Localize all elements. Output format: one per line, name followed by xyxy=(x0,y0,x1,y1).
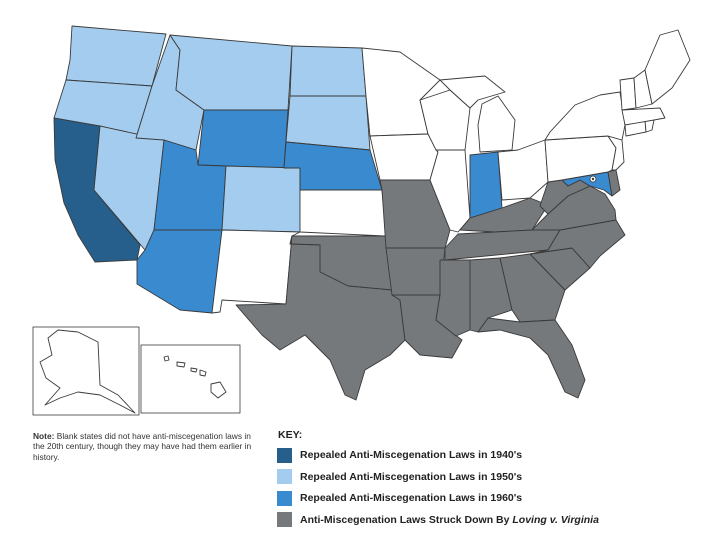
note-label: Note: xyxy=(33,431,55,441)
state-wa xyxy=(65,25,167,87)
legend-label-loving: Anti-Miscegenation Laws Struck Down By L… xyxy=(300,514,599,526)
state-ms xyxy=(435,259,471,337)
note-body: Blank states did not have anti-miscegena… xyxy=(33,431,252,462)
state-ia xyxy=(369,133,439,181)
state-tx xyxy=(235,235,406,401)
legend-item-1940s: Repealed Anti-Miscegenation Laws in 1940… xyxy=(277,447,599,463)
state-sd xyxy=(285,95,371,151)
state-vt xyxy=(619,77,637,111)
state-nm xyxy=(211,229,301,314)
legend-item-loving: Anti-Miscegenation Laws Struck Down By L… xyxy=(277,512,599,528)
legend-label-loving-text: Anti-Miscegenation Laws Struck Down By xyxy=(300,513,510,526)
state-ar xyxy=(385,247,446,296)
state-nd xyxy=(289,45,367,97)
state-mt xyxy=(169,34,293,111)
state-ak xyxy=(39,329,136,414)
state-ri xyxy=(644,119,655,133)
state-me xyxy=(644,29,691,105)
state-az xyxy=(136,229,223,314)
legend-swatch-1940s xyxy=(277,447,292,463)
state-il xyxy=(429,149,471,233)
state-wy xyxy=(197,109,289,169)
legend-swatch-loving xyxy=(277,512,292,528)
state-fl xyxy=(477,317,586,399)
state-de xyxy=(607,169,621,197)
legend-label-1950s: Repealed Anti-Miscegenation Laws in 1950… xyxy=(300,470,523,483)
legend-item-1960s: Repealed Anti-Miscegenation Laws in 1960… xyxy=(277,490,599,506)
state-ma xyxy=(621,107,666,126)
state-mi xyxy=(439,75,516,153)
dc-marker xyxy=(589,175,597,183)
state-ny xyxy=(544,91,626,141)
legend-title: KEY: xyxy=(278,429,303,441)
state-ks xyxy=(299,189,387,237)
map-legend: KEY: Repealed Anti-Miscegenation Laws in… xyxy=(277,429,599,533)
note-text: Note: Blank states did not have anti-mis… xyxy=(33,431,255,462)
legend-label-1940s: Repealed Anti-Miscegenation Laws in 1940… xyxy=(300,449,523,461)
legend-swatch-1960s xyxy=(277,490,292,506)
legend-swatch-1950s xyxy=(277,469,292,485)
state-hi xyxy=(163,355,227,399)
legend-item-1950s: Repealed Anti-Miscegenation Laws in 1950… xyxy=(277,469,599,485)
alaska-inset-frame xyxy=(32,326,140,416)
state-co xyxy=(221,165,301,233)
legend-label-1960s: Repealed Anti-Miscegenation Laws in 1960… xyxy=(300,492,523,505)
state-in xyxy=(469,151,503,219)
legend-label-loving-case: Loving v. Virginia xyxy=(512,513,599,526)
hawaii-inset-frame xyxy=(140,344,241,414)
